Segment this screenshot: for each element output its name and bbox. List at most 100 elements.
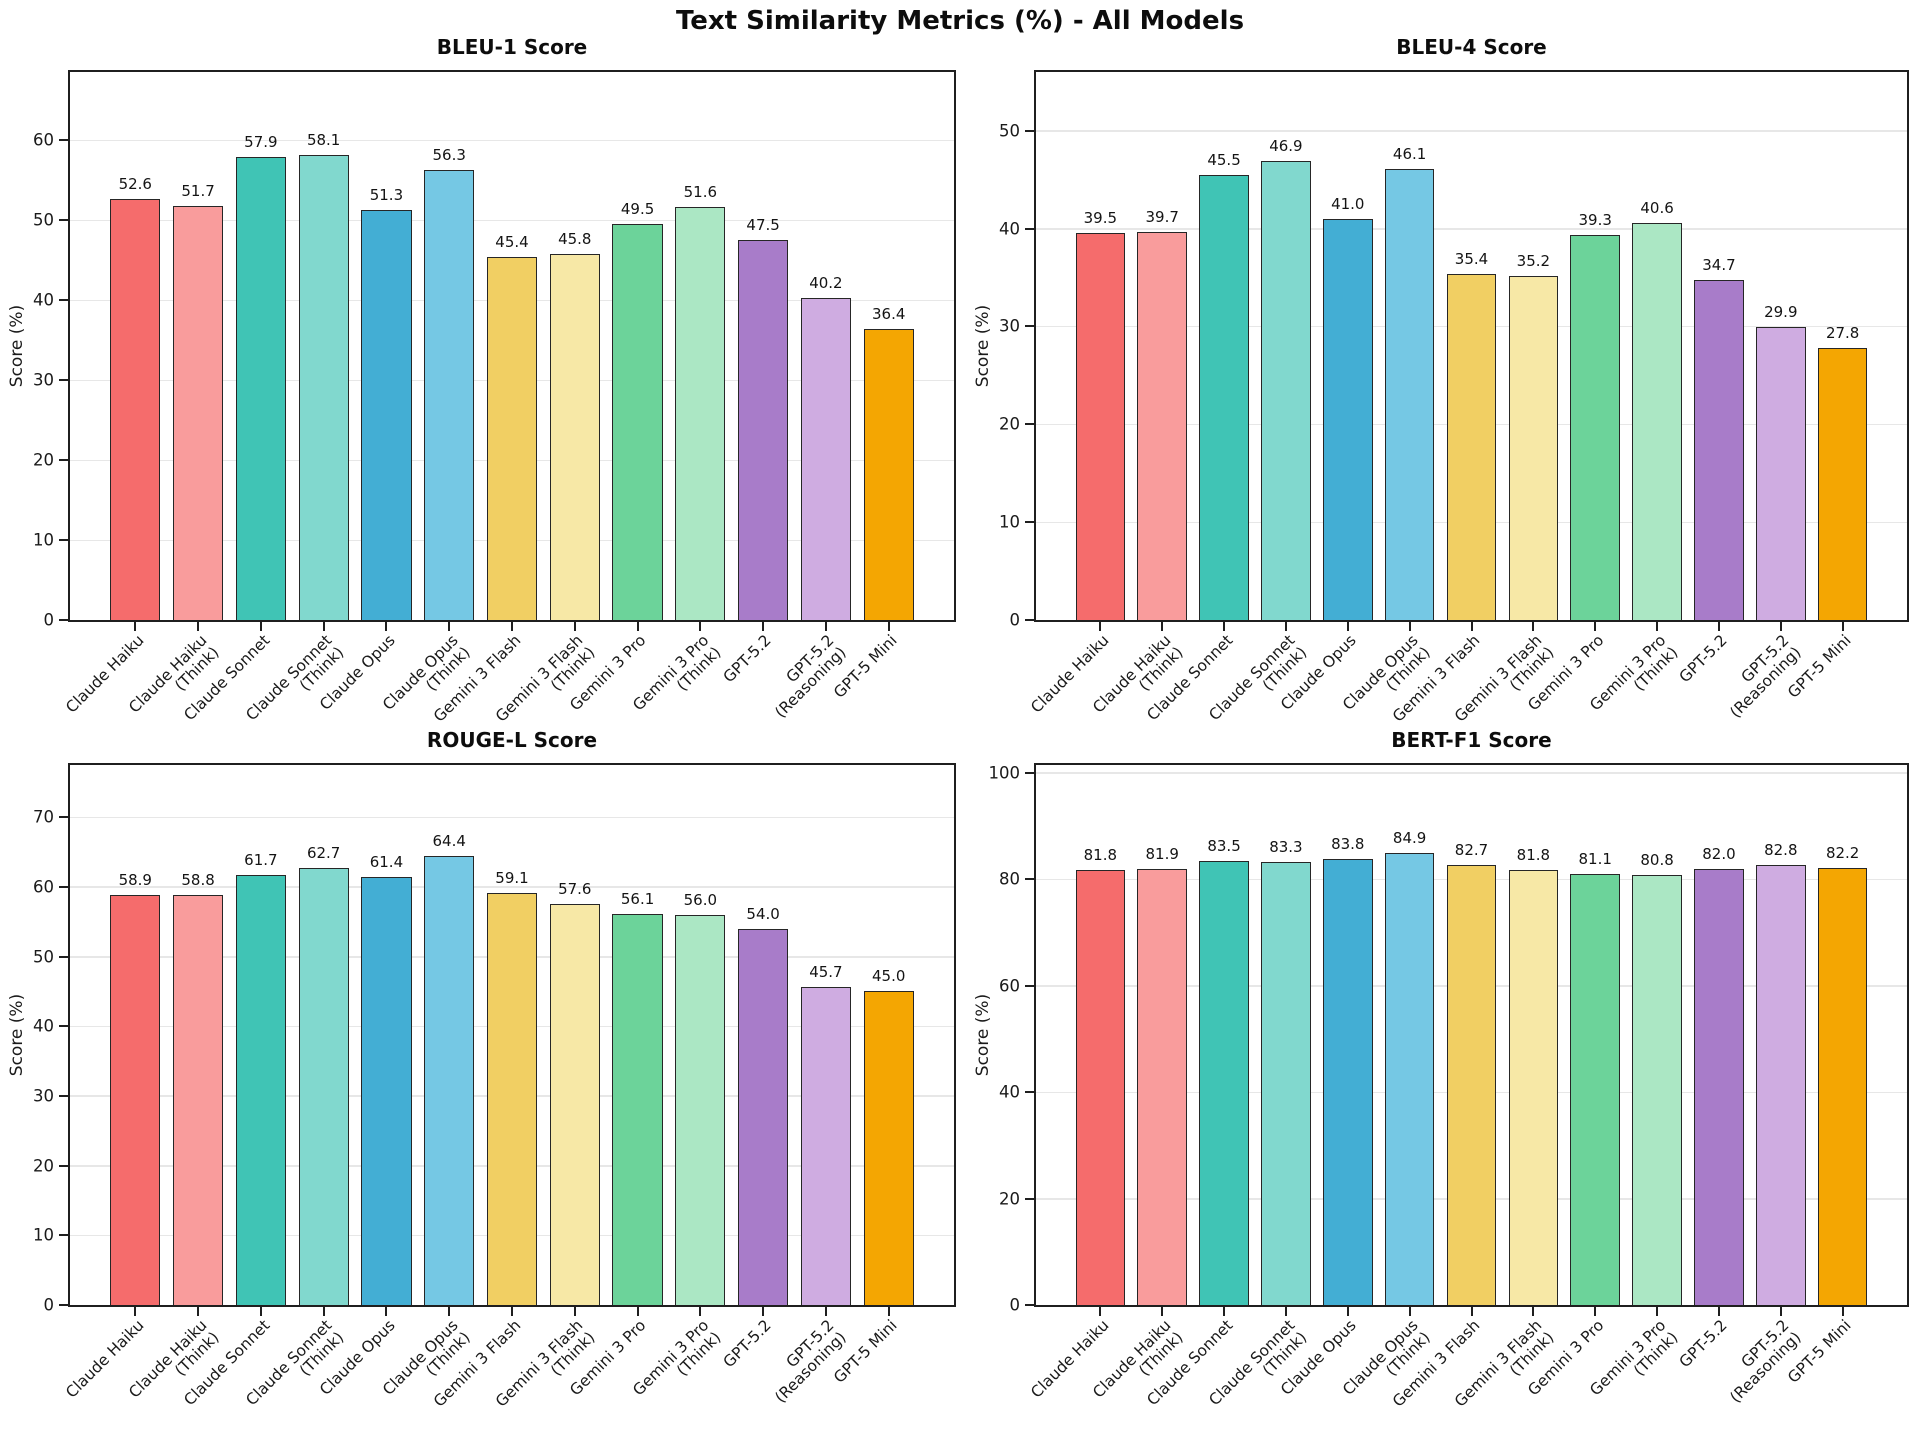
bar: [863, 991, 914, 1305]
bar: [1570, 235, 1620, 620]
bar-value-label: 35.4: [1454, 249, 1489, 268]
bar: [1570, 873, 1620, 1305]
y-tick-mark: [59, 1094, 68, 1097]
x-tick-mark: [322, 622, 325, 631]
gridline: [1036, 130, 1907, 132]
x-tick-mark: [1717, 1307, 1720, 1316]
plot-area: 0 20 40 60 80 100 81.8 Claude Haiku 81.9 Claude H…: [989, 763, 1909, 1411]
y-tick-mark: [59, 955, 68, 958]
bar-value-label: 29.9: [1764, 303, 1798, 322]
bar: [1756, 327, 1806, 620]
bar-value-label: 47.5: [746, 216, 780, 234]
y-tick-mark: [59, 299, 68, 301]
y-tick-mark: [1025, 325, 1034, 328]
bar: [1261, 861, 1311, 1305]
bar-value-label: 40.2: [809, 274, 843, 293]
bar: [1075, 233, 1126, 620]
y-tick-label: 0: [1009, 1295, 1021, 1315]
x-tick-mark: [1532, 622, 1535, 631]
y-tick-label: 50: [33, 210, 54, 230]
bar: [486, 893, 538, 1305]
x-tick-label: GPT-5.2: [720, 631, 776, 687]
bar: [675, 207, 726, 620]
x-tick-label: GPT-5 Mini: [1784, 631, 1855, 702]
x-tick-mark: [448, 622, 451, 631]
x-tick-mark: [1161, 622, 1164, 631]
bar-value-label: 56.3: [432, 145, 466, 164]
bar: [1446, 865, 1497, 1305]
x-tick-mark: [824, 1307, 827, 1316]
x-tick-mark: [1594, 1307, 1597, 1316]
x-tick-label: GPT-5.2: [1676, 1316, 1731, 1372]
y-tick-label: 20: [999, 414, 1020, 434]
bar: [1261, 161, 1311, 620]
x-tick-mark: [636, 622, 639, 631]
bar: [1384, 168, 1435, 620]
bar: [612, 914, 663, 1305]
bar: [1756, 864, 1806, 1305]
x-tick-mark: [699, 1307, 702, 1316]
gridline: [70, 139, 954, 141]
x-tick-mark: [1656, 622, 1659, 631]
x-tick-mark: [197, 1307, 200, 1316]
bar: [549, 253, 600, 620]
y-tick-label: 50: [999, 121, 1020, 141]
x-tick-mark: [1346, 622, 1349, 631]
x-tick-mark: [573, 1307, 576, 1316]
x-tick-label: GPT-5.2 (Reasoning): [772, 1316, 851, 1407]
y-tick-mark: [1025, 619, 1034, 621]
bar: [1508, 869, 1559, 1305]
bar: [1817, 867, 1868, 1305]
y-tick-label: 30: [33, 370, 54, 390]
y-tick-mark: [1025, 129, 1034, 132]
y-tick-mark: [59, 1164, 68, 1167]
y-tick-label: 10: [33, 530, 54, 550]
bar-value-label: 27.8: [1825, 323, 1860, 342]
x-tick-mark: [1532, 1307, 1535, 1316]
y-tick-label: 20: [33, 450, 54, 470]
bar: [1694, 868, 1744, 1305]
y-axis-label: Score (%): [7, 304, 27, 388]
bar-value-label: 57.6: [558, 879, 592, 898]
gridline: [70, 219, 954, 221]
gridline: [70, 816, 954, 819]
y-tick-label: 10: [999, 512, 1020, 532]
x-tick-mark: [1223, 1307, 1226, 1316]
bar: [172, 206, 224, 620]
x-tick-mark: [259, 1307, 262, 1316]
bar-value-label: 82.7: [1454, 841, 1489, 860]
y-tick-label: 40: [999, 1082, 1020, 1102]
bar-value-label: 81.8: [1083, 845, 1118, 864]
x-tick-mark: [573, 622, 576, 631]
bar-value-label: 82.8: [1764, 840, 1798, 859]
y-tick-mark: [59, 1234, 68, 1237]
y-tick-mark: [59, 539, 68, 541]
chart-title: ROUGE-L Score: [426, 728, 598, 752]
bar-value-label: 81.1: [1578, 849, 1612, 868]
bar-value-label: 59.1: [495, 869, 529, 888]
x-tick-mark: [1284, 1307, 1287, 1316]
x-tick-mark: [511, 622, 513, 631]
bar: [1446, 273, 1497, 620]
bar-value-label: 81.8: [1516, 845, 1551, 864]
bar: [549, 903, 600, 1305]
y-tick-mark: [1025, 771, 1034, 774]
y-tick-mark: [59, 379, 68, 381]
bar: [1075, 869, 1126, 1305]
bar: [361, 209, 412, 620]
bar: [424, 856, 475, 1305]
x-tick-mark: [1408, 622, 1411, 631]
y-tick-mark: [1025, 984, 1034, 987]
y-tick-label: 0: [43, 1295, 55, 1315]
chart-rouge-l: ROUGE-L Score Score (%) 0 10 20 30 40 50 60 70 5…: [7, 728, 956, 1411]
y-tick-label: 70: [33, 807, 54, 827]
y-tick-label: 40: [33, 1016, 54, 1036]
chart-bleu4: BLEU-4 Score Score (%) 0 10 20 30 40 50 39.5 Cl…: [973, 35, 1909, 726]
x-tick-mark: [762, 622, 765, 631]
y-tick-label: 40: [33, 290, 54, 310]
y-tick-mark: [1025, 227, 1034, 230]
x-tick-mark: [385, 622, 388, 631]
bar: [298, 868, 349, 1305]
y-tick-mark: [1025, 1197, 1034, 1200]
x-tick-mark: [824, 622, 827, 631]
